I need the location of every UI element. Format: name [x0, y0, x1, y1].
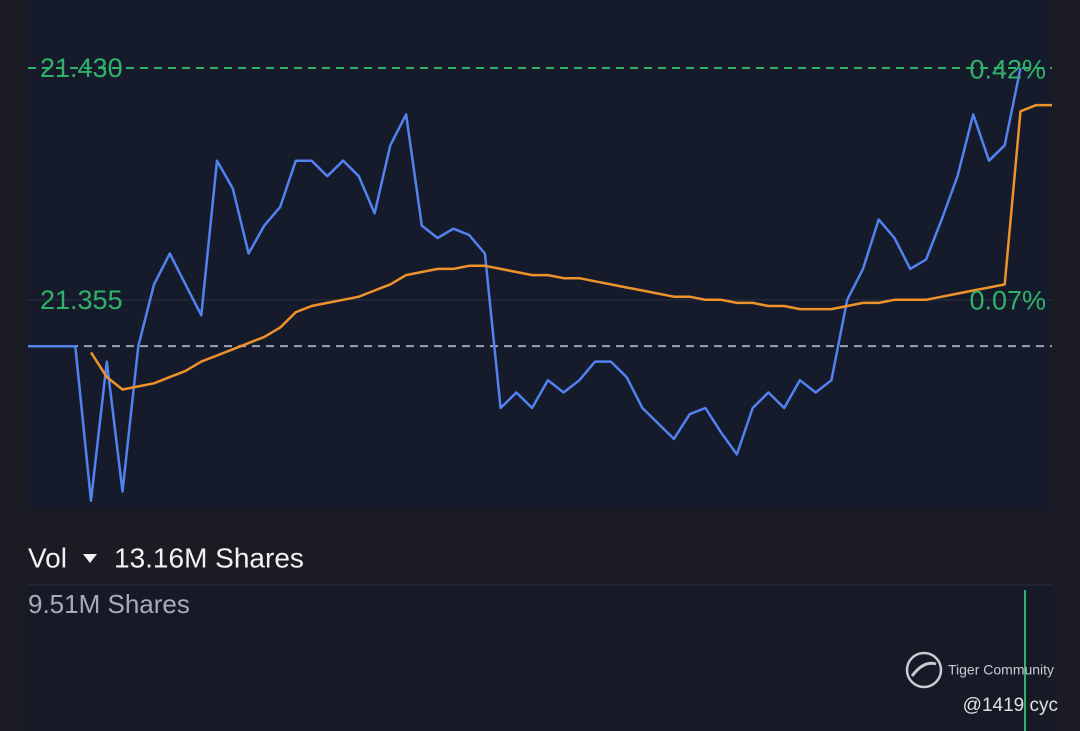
y-tick-label: 21.355 [40, 285, 123, 315]
volume-total: 13.16M Shares [114, 542, 304, 573]
price-panel [28, 0, 1052, 510]
watermark-logo [905, 651, 943, 689]
y2-tick-label: 0.07% [969, 285, 1046, 315]
y-tick-label: 21.430 [40, 53, 123, 83]
volume-axis-max: 9.51M Shares [28, 589, 190, 619]
watermark-user: @1419 cyc [963, 695, 1058, 716]
dropdown-icon[interactable] [83, 554, 97, 563]
line-series [28, 67, 1022, 502]
y2-tick-label: 0.42% [969, 54, 1046, 84]
volume-panel [28, 585, 1052, 731]
volume-label[interactable]: Vol [28, 542, 67, 573]
watermark-brand: Tiger Community [948, 662, 1054, 678]
line-series [89, 103, 1052, 391]
